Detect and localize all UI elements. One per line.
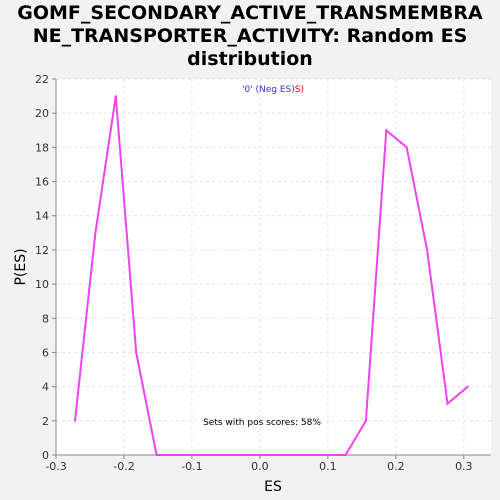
data-point bbox=[385, 129, 388, 132]
data-point bbox=[237, 454, 240, 456]
data-point bbox=[364, 419, 367, 422]
y-tick-label: 10 bbox=[35, 278, 49, 291]
legend-suffix: S) bbox=[295, 85, 304, 95]
data-point bbox=[94, 231, 97, 234]
chart-title-line-3: distribution bbox=[187, 48, 313, 70]
x-tick-label: -0.1 bbox=[181, 460, 202, 473]
y-tick-label: 20 bbox=[35, 107, 49, 120]
data-point bbox=[318, 454, 321, 456]
annotation-text: Sets with pos scores: 58% bbox=[203, 418, 321, 428]
y-tick-label: 6 bbox=[42, 346, 49, 359]
x-tick-label: 0.1 bbox=[319, 460, 337, 473]
chart-title-line-1: GOMF_SECONDARY_ACTIVE_TRANSMEMBRA bbox=[17, 2, 483, 24]
data-point bbox=[446, 402, 449, 405]
series-line bbox=[74, 95, 469, 456]
y-tick-label: 14 bbox=[35, 210, 49, 223]
x-tick-label: 0.2 bbox=[387, 460, 405, 473]
y-tick-label: 2 bbox=[42, 415, 49, 428]
x-tick-label: -0.3 bbox=[45, 460, 66, 473]
y-tick-label: 18 bbox=[35, 141, 49, 154]
data-point bbox=[155, 454, 158, 456]
data-point bbox=[426, 248, 429, 251]
legend-text: '0' (Neg ES)S) bbox=[242, 85, 304, 95]
series-points bbox=[74, 95, 469, 456]
data-point bbox=[74, 419, 77, 422]
data-point bbox=[175, 454, 178, 456]
x-ticks: -0.3 -0.2 -0.1 0.0 0.1 0.2 0.3 bbox=[45, 455, 473, 473]
data-point bbox=[405, 146, 408, 149]
y-tick-label: 0 bbox=[42, 449, 49, 462]
y-ticks: 0 2 4 6 8 10 12 14 16 18 20 22 bbox=[35, 73, 56, 462]
x-tick-label: 0.3 bbox=[455, 460, 473, 473]
data-point bbox=[114, 95, 117, 98]
data-point bbox=[277, 454, 280, 456]
y-tick-label: 8 bbox=[42, 312, 49, 325]
x-axis-label: ES bbox=[264, 479, 282, 495]
chart-title-line-2: NE_TRANSPORTER_ACTIVITY: Random ES bbox=[32, 25, 468, 47]
y-axis-label: P(ES) bbox=[13, 248, 29, 285]
y-tick-label: 16 bbox=[35, 176, 49, 189]
data-point bbox=[196, 454, 199, 456]
data-point bbox=[298, 454, 301, 456]
data-point bbox=[135, 351, 138, 354]
x-tick-label: 0.0 bbox=[251, 460, 269, 473]
chart-title: GOMF_SECONDARY_ACTIVE_TRANSMEMBRA NE_TRA… bbox=[0, 2, 500, 71]
data-point bbox=[466, 385, 469, 388]
data-point bbox=[216, 454, 219, 456]
y-tick-label: 4 bbox=[42, 381, 49, 394]
y-tick-label: 12 bbox=[35, 244, 49, 257]
x-tick-label: -0.2 bbox=[113, 460, 134, 473]
data-point bbox=[257, 454, 260, 456]
data-point bbox=[344, 454, 347, 456]
plot-area bbox=[56, 79, 491, 455]
legend-prefix: '0' (Neg ES) bbox=[242, 85, 295, 95]
y-tick-label: 22 bbox=[35, 73, 49, 86]
